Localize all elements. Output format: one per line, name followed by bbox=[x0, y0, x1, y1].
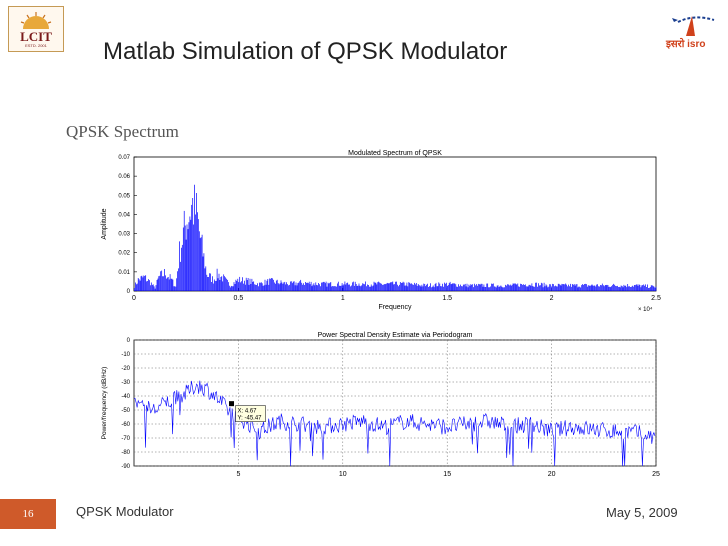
y-tick-label: 0.03 bbox=[118, 232, 130, 238]
x-tick-label: 5 bbox=[236, 471, 240, 478]
y-tick-label: 0.01 bbox=[118, 270, 130, 276]
y-tick-label: 0.06 bbox=[118, 174, 130, 180]
y-tick-label: -50 bbox=[121, 408, 130, 414]
lcit-logo: LCIT ESTD. 2001 bbox=[8, 6, 64, 52]
rocket-emblem-icon bbox=[672, 16, 715, 36]
datatip-marker bbox=[229, 401, 235, 407]
psd-series-line bbox=[133, 380, 656, 467]
isro-logo: इसरो isro bbox=[664, 10, 724, 52]
plot-area bbox=[133, 339, 657, 467]
x-tick-label: 2 bbox=[550, 295, 554, 302]
slide-title: Matlab Simulation of QPSK Modulator bbox=[103, 38, 508, 65]
datatip-y-label: Y: -45.47 bbox=[238, 416, 263, 422]
x-tick-label: 2.5 bbox=[651, 295, 661, 302]
y-tick-label: -40 bbox=[121, 394, 130, 400]
y-tick-label: 0.07 bbox=[118, 155, 130, 161]
x-tick-label: 0 bbox=[132, 295, 136, 302]
y-tick-label: -80 bbox=[121, 450, 130, 456]
x-axis-label: Frequency bbox=[378, 304, 412, 311]
footer-date: May 5, 2009 bbox=[606, 505, 678, 520]
x-tick-label: 1.5 bbox=[442, 295, 452, 302]
y-tick-label: 0 bbox=[127, 289, 131, 295]
y-tick-label: -10 bbox=[121, 352, 130, 358]
x-tick-label: 20 bbox=[548, 471, 556, 478]
y-tick-label: -20 bbox=[121, 366, 130, 372]
datatip-x-label: X: 4.67 bbox=[238, 409, 258, 415]
logo-right-text: इसरो isro bbox=[666, 39, 706, 50]
spectrum-chart: Modulated Spectrum of QPSK Frequency Ampli… bbox=[101, 150, 661, 313]
datatip-box bbox=[235, 405, 266, 422]
footer-text: QPSK Modulator bbox=[76, 504, 174, 519]
x-tick-label: 0.5 bbox=[234, 295, 244, 302]
y-tick-label: -70 bbox=[121, 436, 130, 442]
plot-area bbox=[133, 156, 657, 292]
chart-title: Modulated Spectrum of QPSK bbox=[348, 150, 442, 157]
psd-chart: Power Spectral Density Estimate via Peri… bbox=[101, 332, 660, 478]
x-tick-label: 10 bbox=[339, 471, 347, 478]
sun-emblem-icon bbox=[20, 12, 52, 29]
y-tick-label: 0 bbox=[127, 338, 131, 344]
chart-title: Power Spectral Density Estimate via Peri… bbox=[318, 332, 473, 339]
y-tick-label: 0.05 bbox=[118, 193, 130, 199]
x-tick-label: 15 bbox=[443, 471, 451, 478]
logo-left-text: LCIT bbox=[20, 29, 52, 44]
y-tick-label: 0.02 bbox=[118, 251, 130, 257]
slide-number: 16 bbox=[0, 499, 56, 529]
y-tick-label: -30 bbox=[121, 380, 130, 386]
x-multiplier: × 10⁴ bbox=[638, 306, 653, 313]
logo-left-subtext: ESTD. 2001 bbox=[25, 43, 47, 48]
y-axis-label: Amplitude bbox=[101, 208, 108, 239]
spectrum-series bbox=[134, 184, 657, 291]
y-tick-label: -60 bbox=[121, 422, 130, 428]
y-tick-label: 0.04 bbox=[118, 212, 130, 218]
x-tick-label: 1 bbox=[341, 295, 345, 302]
section-title: QPSK Spectrum bbox=[66, 122, 179, 141]
y-tick-label: -90 bbox=[121, 464, 130, 470]
x-tick-label: 25 bbox=[652, 471, 660, 478]
y-axis-label: Power/frequency (dB/Hz) bbox=[101, 367, 108, 440]
